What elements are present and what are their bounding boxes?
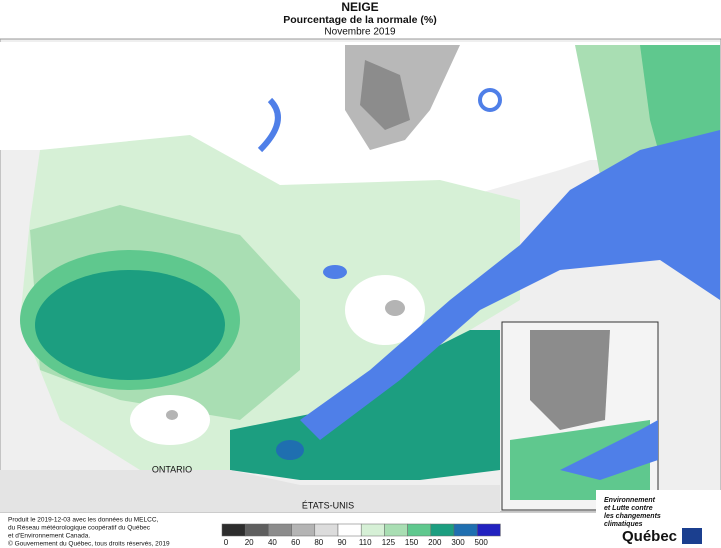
legend-swatch [453, 523, 478, 537]
legend-label: 90 [338, 538, 347, 547]
title: NEIGE [341, 0, 378, 14]
legend-label: 0 [224, 538, 229, 547]
water [300, 130, 720, 440]
footer: Produit le 2019-12-03 avec les données d… [8, 517, 170, 548]
logo-line: Environnement [604, 497, 656, 504]
legend-label: 300 [451, 538, 465, 547]
white-zone [130, 395, 210, 445]
teal-zone [35, 270, 225, 380]
legend-label: 20 [245, 538, 254, 547]
outside-zone [0, 470, 500, 512]
legend-label: 150 [405, 538, 419, 547]
legend-label: 200 [428, 538, 442, 547]
map: ONTARIO ÉTATS-UNIS [0, 38, 721, 513]
logo: Environnement et Lutte contre les change… [596, 490, 721, 548]
blue-spot [276, 440, 304, 460]
lake [257, 97, 281, 153]
legend-swatch [337, 523, 362, 537]
dark-zone [360, 60, 410, 130]
legend-label: 500 [475, 538, 489, 547]
logo-line: climatiques [604, 521, 643, 528]
subtitle: Pourcentage de la normale (%) [283, 14, 436, 26]
map-label: ÉTATS-UNIS [302, 500, 354, 510]
logo-line: les changements [604, 513, 661, 520]
legend-swatch [291, 523, 316, 537]
white-zone [345, 275, 425, 345]
logo-name: Québec [622, 528, 677, 545]
credit-line: Produit le 2019-12-03 avec les données d… [8, 517, 159, 524]
legend-label: 110 [359, 538, 372, 547]
legend-label: 40 [268, 538, 277, 547]
legend: 0 20 40 60 80 90 110 125 150 200 300 500 [221, 523, 501, 547]
legend-swatch [407, 523, 432, 537]
map-label: ONTARIO [152, 464, 192, 474]
legend-swatch [244, 523, 269, 537]
lake [478, 88, 502, 112]
legend-swatch [430, 523, 455, 537]
legend-swatch [476, 523, 501, 537]
logo-line: et Lutte contre [604, 505, 653, 512]
legend-label: 60 [291, 538, 300, 547]
legend-label: 125 [382, 538, 396, 547]
copyright: © Gouvernement du Québec, tous droits ré… [8, 540, 170, 548]
logo-flag [682, 528, 702, 544]
legend-swatch [360, 523, 385, 537]
legend-swatch [221, 523, 246, 537]
inset-gray [530, 330, 610, 430]
period: Novembre 2019 [324, 27, 396, 38]
legend-swatch [314, 523, 339, 537]
inset-water [560, 420, 658, 480]
credit-line: du Réseau météorologique coopératif du Q… [8, 525, 151, 532]
credit-line: et d'Environnement Canada. [8, 533, 90, 540]
gray-spot [166, 410, 178, 420]
legend-swatch [268, 523, 292, 537]
legend-label: 80 [314, 538, 323, 547]
legend-swatch [384, 523, 408, 537]
gray-spot [385, 300, 405, 316]
lake [323, 265, 347, 279]
